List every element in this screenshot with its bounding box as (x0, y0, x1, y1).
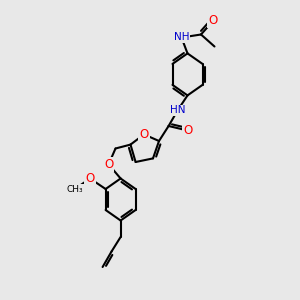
Text: NH: NH (174, 32, 189, 43)
Text: O: O (208, 14, 217, 28)
Text: O: O (140, 128, 148, 141)
Text: O: O (104, 158, 113, 171)
Text: O: O (183, 124, 192, 137)
Text: HN: HN (170, 105, 185, 116)
Text: O: O (85, 172, 94, 185)
Text: CH₃: CH₃ (67, 184, 83, 194)
